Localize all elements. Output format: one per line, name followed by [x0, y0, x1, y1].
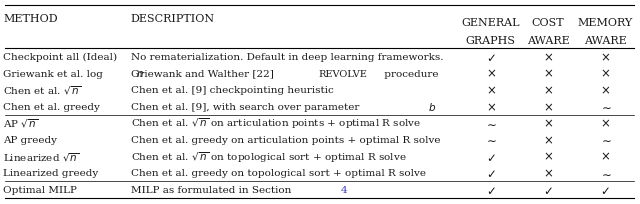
Text: Chen et al. greedy on topological sort + optimal R solve: Chen et al. greedy on topological sort +…	[131, 169, 426, 177]
Text: 4: 4	[341, 185, 348, 194]
Text: Linearized greedy: Linearized greedy	[3, 169, 99, 177]
Text: DESCRIPTION: DESCRIPTION	[131, 14, 215, 24]
Text: Griewank et al. log: Griewank et al. log	[3, 69, 106, 78]
Text: Optimal MILP: Optimal MILP	[3, 185, 77, 194]
Text: $\checkmark$: $\checkmark$	[486, 167, 495, 180]
Text: $\times$: $\times$	[600, 51, 611, 64]
Text: Linearized $\sqrt{n}$: Linearized $\sqrt{n}$	[3, 150, 80, 163]
Text: GRAPHS: GRAPHS	[466, 36, 516, 46]
Text: $\checkmark$: $\checkmark$	[600, 183, 610, 196]
Text: $\times$: $\times$	[486, 67, 496, 80]
Text: $\times$: $\times$	[543, 167, 553, 180]
Text: AP $\sqrt{n}$: AP $\sqrt{n}$	[3, 117, 39, 130]
Text: Chen et al. $\sqrt{n}$ on topological sort + optimal R solve: Chen et al. $\sqrt{n}$ on topological so…	[131, 149, 406, 164]
Text: $\times$: $\times$	[543, 100, 553, 113]
Text: MEMORY: MEMORY	[578, 18, 633, 27]
Text: AWARE: AWARE	[527, 36, 570, 46]
Text: REVOLVE: REVOLVE	[318, 69, 367, 78]
Text: Chen et al. greedy on articulation points + optimal R solve: Chen et al. greedy on articulation point…	[131, 135, 440, 144]
Text: $\times$: $\times$	[543, 150, 553, 163]
Text: MILP as formulated in Section: MILP as formulated in Section	[131, 185, 294, 194]
Text: $\sim$: $\sim$	[484, 133, 497, 146]
Text: $\checkmark$: $\checkmark$	[486, 150, 495, 163]
Text: Chen et al. greedy: Chen et al. greedy	[3, 102, 100, 111]
Text: $\times$: $\times$	[600, 84, 611, 97]
Text: Chen et al. [9], with search over parameter: Chen et al. [9], with search over parame…	[131, 102, 362, 111]
Text: $\times$: $\times$	[600, 67, 611, 80]
Text: $\times$: $\times$	[600, 150, 611, 163]
Text: $\sim$: $\sim$	[484, 117, 497, 130]
Text: $\times$: $\times$	[543, 67, 553, 80]
Text: $\times$: $\times$	[543, 51, 553, 64]
Text: AP greedy: AP greedy	[3, 135, 57, 144]
Text: $b$: $b$	[428, 101, 436, 113]
Text: GENERAL: GENERAL	[461, 18, 520, 27]
Text: procedure: procedure	[381, 69, 438, 78]
Text: $\checkmark$: $\checkmark$	[486, 51, 495, 64]
Text: $\times$: $\times$	[486, 84, 496, 97]
Text: $\sim$: $\sim$	[599, 100, 612, 113]
Text: No rematerialization. Default in deep learning frameworks.: No rematerialization. Default in deep le…	[131, 53, 443, 62]
Text: $\times$: $\times$	[600, 117, 611, 130]
Text: $\times$: $\times$	[486, 100, 496, 113]
Text: COST: COST	[532, 18, 564, 27]
Text: Chen et al. $\sqrt{n}$: Chen et al. $\sqrt{n}$	[3, 84, 81, 97]
Text: $\checkmark$: $\checkmark$	[543, 183, 553, 196]
Text: METHOD: METHOD	[3, 14, 58, 24]
Text: Checkpoint all (Ideal): Checkpoint all (Ideal)	[3, 53, 117, 62]
Text: $\times$: $\times$	[543, 117, 553, 130]
Text: $\times$: $\times$	[543, 84, 553, 97]
Text: $\times$: $\times$	[543, 133, 553, 146]
Text: $\sim$: $\sim$	[599, 167, 612, 180]
Text: AWARE: AWARE	[584, 36, 627, 46]
Text: Griewank and Walther [22]: Griewank and Walther [22]	[131, 69, 276, 78]
Text: Chen et al. $\sqrt{n}$ on articulation points + optimal R solve: Chen et al. $\sqrt{n}$ on articulation p…	[131, 116, 421, 131]
Text: $n$: $n$	[136, 69, 143, 79]
Text: Chen et al. [9] checkpointing heuristic: Chen et al. [9] checkpointing heuristic	[131, 86, 333, 95]
Text: $\checkmark$: $\checkmark$	[486, 183, 495, 196]
Text: $\sim$: $\sim$	[599, 133, 612, 146]
